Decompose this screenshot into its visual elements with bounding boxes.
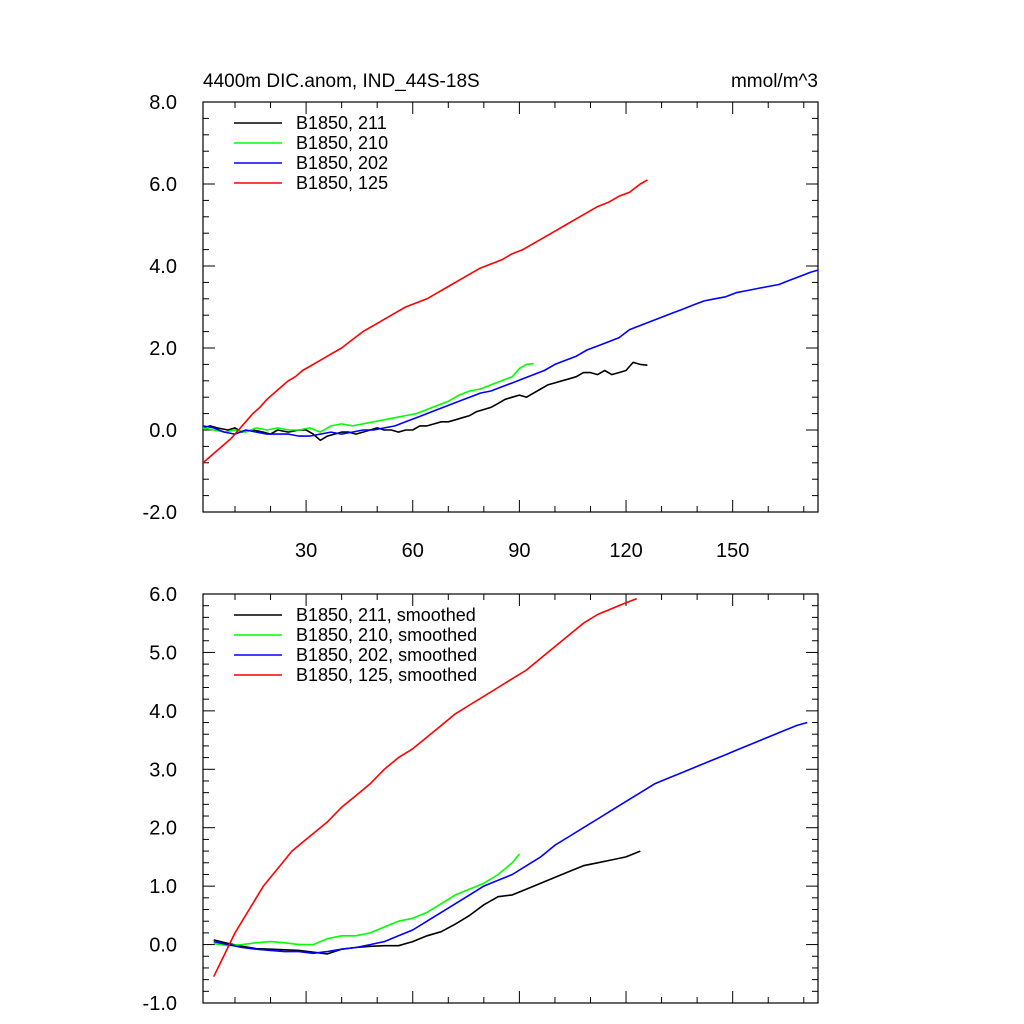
y-tick-label: -1.0 [143,993,177,1015]
series-line-2 [213,853,521,947]
y-tick-label: 4.0 [149,701,177,723]
x-tick-label: 60 [402,540,424,562]
y-tick-label: 0.0 [149,420,177,442]
top-axes: 30 60 90 120 150 -2.0 0.0 2.0 4.0 6.0 8.0 [143,92,819,562]
plot-frame [202,593,819,1004]
series-line-4 [212,597,637,978]
series-line-2 [202,362,534,433]
x-tick-label: 120 [609,540,642,562]
bottom-panel: -1.0 0.0 1.0 2.0 3.0 4.0 5.0 6.0 B1850, 211, sm… [143,584,819,1015]
x-tick-label: 30 [295,540,317,562]
y-tick-label: 3.0 [149,759,177,781]
legend-label: B1850, 210 [296,133,388,153]
legend-label: B1850, 211, smoothed [296,605,476,625]
y-tick-label: 1.0 [149,876,177,898]
series-line-4 [202,179,648,464]
legend-label: B1850, 211 [296,113,387,133]
y-tick-label: 0.0 [149,935,177,957]
bottom-series-lines [212,597,808,978]
top-panel: 4400m DIC.anom, IND_44S-18S mmol/m^3 30 6… [143,71,819,562]
y-tick-label: 8.0 [149,92,177,114]
y-tick-label: 2.0 [149,338,177,360]
top-series-lines [202,179,819,464]
bottom-axes: -1.0 0.0 1.0 2.0 3.0 4.0 5.0 6.0 [143,584,819,1015]
plot-frame [202,101,819,513]
x-tick-label: 150 [716,540,749,562]
legend-label: B1850, 125, smoothed [296,665,477,685]
legend-label: B1850, 202 [296,153,388,173]
legend-label: B1850, 125 [296,173,388,193]
legend-label: B1850, 210, smoothed [296,625,477,645]
y-tick-label: 5.0 [149,642,177,664]
series-line-1 [202,361,648,442]
series-line-3 [202,269,819,437]
series-line-1 [213,850,641,955]
legend-label: B1850, 202, smoothed [296,645,477,665]
x-tick-label: 90 [508,540,530,562]
chart-title: 4400m DIC.anom, IND_44S-18S [203,71,480,92]
y-tick-label: 4.0 [149,256,177,278]
series-line-3 [213,721,808,955]
y-tick-label: 2.0 [149,818,177,840]
y-tick-label: 6.0 [149,584,177,606]
y-tick-label: -2.0 [143,502,177,524]
y-tick-label: 6.0 [149,174,177,196]
units-label: mmol/m^3 [731,71,818,92]
